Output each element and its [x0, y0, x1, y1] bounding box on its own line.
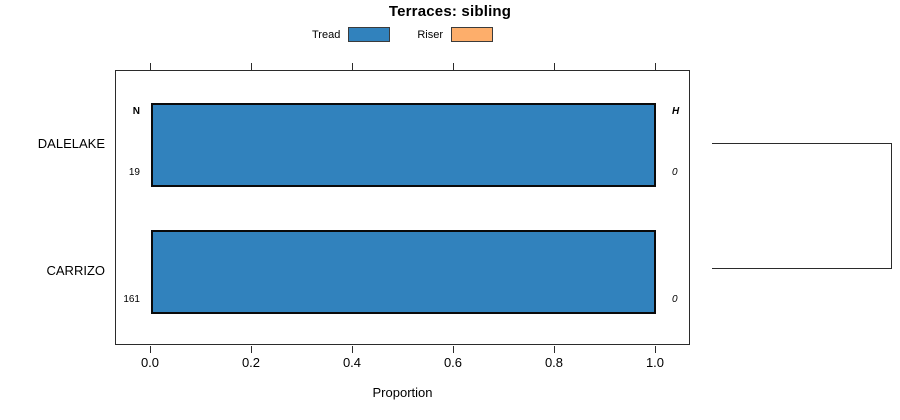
x-tick-top	[453, 63, 454, 70]
sibling-bracket-vertical-line	[891, 143, 892, 269]
n-column-header: N	[132, 106, 140, 117]
legend-item-riser: Riser	[417, 27, 493, 42]
x-tick-label: 0.6	[443, 355, 463, 370]
legend-label-tread: Tread	[312, 28, 341, 41]
x-tick-top	[251, 63, 252, 70]
legend-swatch-riser	[451, 27, 493, 42]
row-label-carrizo: CARRIZO	[46, 263, 106, 278]
x-tick-label: 0.2	[241, 355, 261, 370]
x-tick-label: 0.4	[342, 355, 362, 370]
n-value-dalelake: 19	[128, 167, 140, 178]
legend-swatch-tread	[348, 27, 391, 42]
x-tick-top	[150, 63, 151, 70]
h-column-header: H	[672, 106, 680, 117]
bar-carrizo-tread	[151, 230, 656, 314]
x-tick-top	[352, 63, 353, 70]
legend: Tread Riser	[115, 27, 690, 42]
sibling-bracket-bottom-line	[712, 268, 892, 269]
x-tick-bottom	[453, 346, 454, 353]
chart-title: Terraces: sibling	[388, 3, 512, 20]
x-tick-bottom	[554, 346, 555, 353]
x-tick-top	[655, 63, 656, 70]
h-value-dalelake: 0	[672, 167, 678, 178]
x-tick-label: 0.0	[140, 355, 160, 370]
bar-dalelake-tread	[151, 103, 656, 187]
x-axis-title: Proportion	[372, 385, 433, 400]
legend-item-tread: Tread	[312, 27, 391, 42]
x-tick-label: 0.8	[544, 355, 564, 370]
plot-area: N 19 161 H 0 0	[115, 70, 690, 345]
h-value-carrizo: 0	[672, 294, 678, 305]
x-tick-bottom	[655, 346, 656, 353]
row-label-dalelake: DALELAKE	[37, 136, 105, 151]
legend-label-riser: Riser	[417, 28, 443, 41]
x-tick-label: 1.0	[645, 355, 665, 370]
x-tick-bottom	[150, 346, 151, 353]
x-tick-bottom	[352, 346, 353, 353]
n-value-carrizo: 161	[123, 294, 140, 305]
sibling-bracket-top-line	[712, 143, 892, 144]
x-tick-top	[554, 63, 555, 70]
x-tick-bottom	[251, 346, 252, 353]
